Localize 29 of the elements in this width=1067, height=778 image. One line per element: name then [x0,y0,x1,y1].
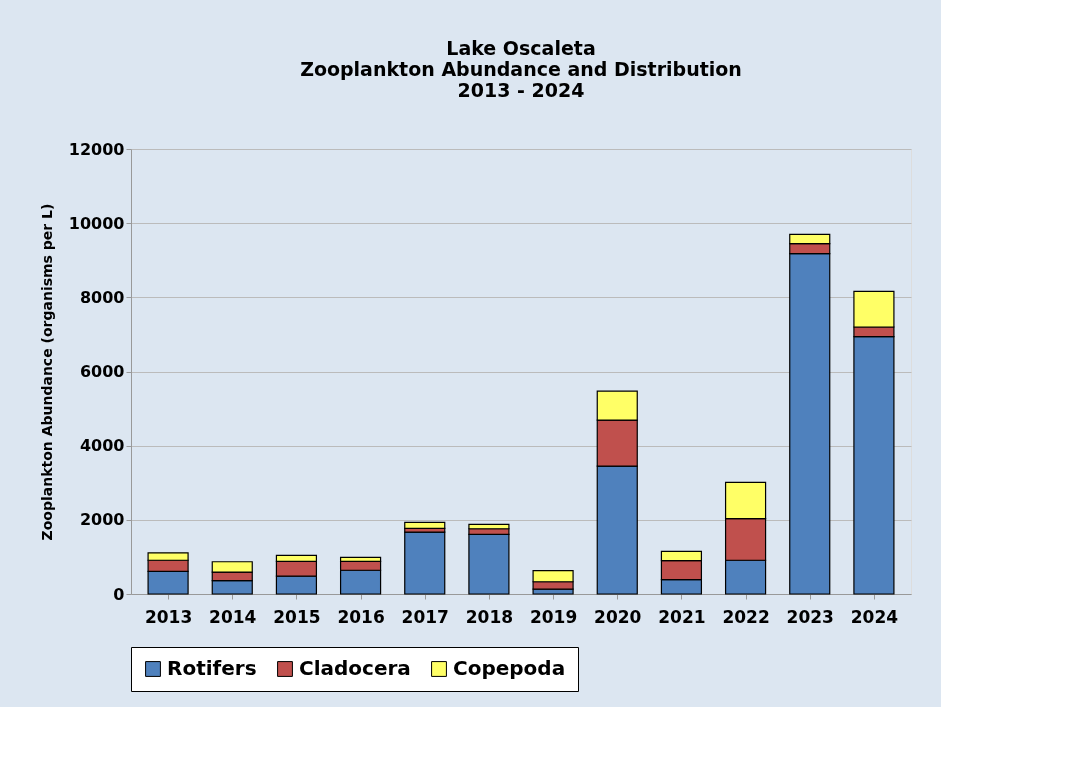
text: 2013 - 2024 [457,79,585,101]
x-tick-label: 2013 [144,606,193,627]
y-tick-label: 12000 [68,139,125,159]
y-tick-label: 0 [113,584,125,604]
x-tick-label: 2019 [529,606,578,627]
x-tick-label: 2018 [465,606,514,627]
x-tick-label: 2015 [273,606,321,627]
bar [468,533,510,595]
text: Lake Oscaleta [446,37,596,59]
legend-label: Copepoda [453,656,566,680]
bar [404,521,446,529]
legend-label: Cladocera [299,656,411,680]
x-tick-label: 2023 [786,606,834,627]
bar [404,531,446,595]
y-tick-label: 10000 [68,213,125,233]
x-tick-label: 2021 [658,606,706,627]
x-tick-label: 2020 [594,606,642,627]
x-tick-label: 2022 [722,606,770,627]
legend-label: Rotifers [167,656,257,680]
x-tick-label: 2017 [401,606,449,627]
y-tick-label: 2000 [79,510,125,530]
text: Zooplankton Abundance and Distribution [300,58,742,80]
x-tick-label: 2014 [209,606,257,627]
y-tick-label: 4000 [79,436,125,456]
y-tick-label: 8000 [79,287,125,307]
y-tick-label: 6000 [79,362,125,381]
y-axis-title: Zooplankton Abundance (organisms per L) [38,203,55,541]
x-tick-label: 2016 [337,606,385,627]
x-tick-label: 2024 [850,606,899,627]
